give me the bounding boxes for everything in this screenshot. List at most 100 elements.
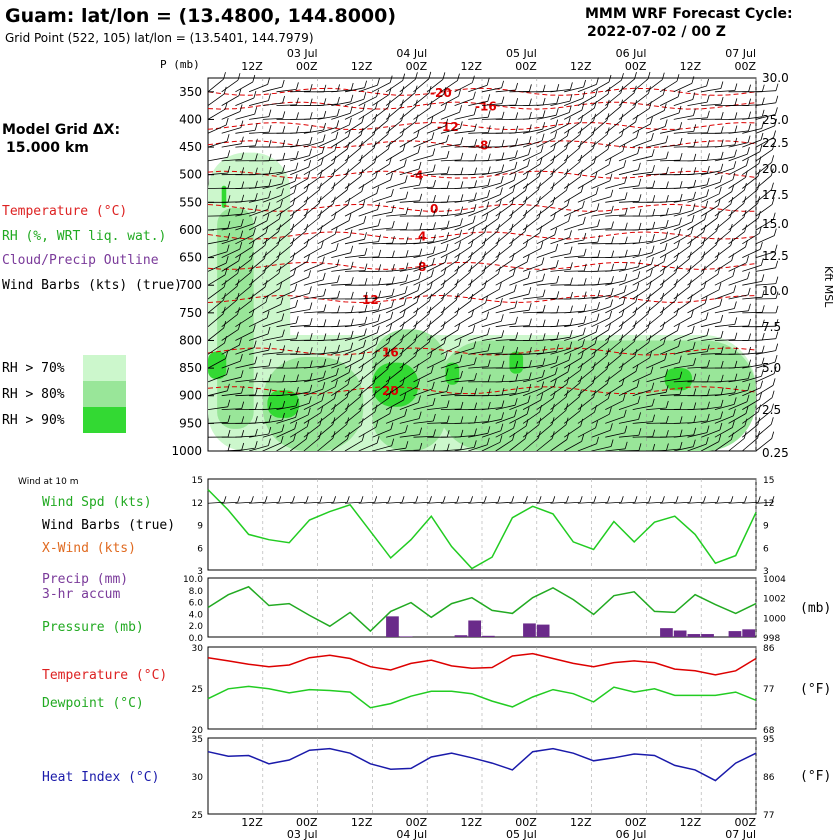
wind-barb-flag: [648, 335, 652, 343]
wind-barb: [372, 283, 393, 286]
wind-barb-flag: [720, 96, 724, 105]
wind-barb: [413, 264, 433, 272]
wind-barb-flag: [529, 347, 532, 355]
wind-barb: [385, 134, 403, 148]
wind-barb-flag: [292, 252, 296, 260]
surface-wind-barb-flag: [388, 496, 391, 503]
wind-barb: [618, 301, 636, 314]
wind-barb-flag: [309, 372, 313, 381]
legend-dewpoint: Dewpoint (°C): [42, 696, 144, 711]
wind-barb-flag: [460, 386, 464, 394]
wind-barb-flag: [474, 192, 477, 200]
wind-barb-flag: [350, 330, 354, 339]
wind-barb-flag: [280, 199, 283, 208]
wind-barb: [577, 396, 594, 410]
wind-barb-flag: [638, 222, 642, 231]
wind-barb: [673, 380, 694, 383]
wind-barb-flag: [718, 282, 722, 290]
wind-barb: [372, 429, 392, 438]
wind-barb-flag: [254, 204, 258, 213]
wind-barb-flag: [460, 206, 464, 214]
legend-cloud: Cloud/Precip Outline: [2, 253, 159, 268]
wind-barb-flag: [241, 194, 245, 202]
wind-barb-flag: [500, 187, 503, 195]
wind-barb: [262, 352, 283, 355]
wind-barb: [550, 383, 568, 397]
wind-barb-flag: [442, 321, 446, 329]
wind-barb: [399, 136, 418, 148]
wind-barb: [659, 235, 679, 245]
wind-barb: [563, 161, 580, 176]
wind-barb: [344, 110, 364, 120]
wind-barb: [276, 180, 296, 189]
wind-barb-flag: [309, 136, 313, 145]
wind-barb-flag: [775, 260, 779, 268]
wind-barb-flag: [652, 429, 656, 437]
wind-barb: [605, 354, 621, 369]
wind-barb-flag: [597, 250, 601, 258]
wind-barb-flag: [252, 74, 256, 83]
wind-barb-flag: [446, 208, 450, 216]
wind-barb-flag: [446, 443, 450, 451]
wind-barb-flag: [748, 84, 751, 92]
wind-barb-flag: [336, 108, 340, 117]
wind-barb: [728, 153, 748, 162]
wind-barb: [523, 117, 544, 120]
wind-barb: [755, 410, 772, 424]
wind-barb-flag: [691, 214, 695, 223]
wind-barb-flag: [611, 236, 614, 244]
wind-barb-flag: [542, 346, 546, 354]
wind-barb: [550, 112, 570, 120]
wind-barb-flag: [515, 125, 519, 134]
wind-barb: [358, 426, 377, 438]
wind-barb: [385, 304, 405, 314]
wind-barb-flag: [378, 264, 382, 272]
wind-barb-flag: [555, 243, 559, 252]
wind-barb-flag: [267, 326, 271, 335]
wind-barb-flag: [474, 180, 477, 188]
wind-barb-flag: [388, 141, 391, 150]
wind-barb: [413, 341, 430, 355]
wind-barb-flag: [720, 314, 724, 323]
wind-barb: [468, 208, 487, 217]
wind-barb-flag: [748, 111, 751, 119]
wind-barb-flag: [774, 244, 778, 252]
wind-barb-flag: [255, 180, 258, 188]
wind-barb: [481, 336, 502, 341]
surface-wind-barb: [262, 501, 279, 504]
wind-barb-flag: [734, 137, 738, 146]
wind-barb-flag: [707, 125, 710, 133]
surface-wind-barb: [536, 501, 553, 504]
wind-barb: [536, 385, 555, 397]
wind-barb: [303, 176, 321, 189]
wind-barb-flag: [760, 242, 763, 250]
wind-barb-flag: [319, 169, 323, 178]
wind-barb-flag: [581, 350, 584, 359]
wind-barb: [317, 189, 334, 203]
wind-barb-flag: [280, 297, 284, 305]
wind-barb: [344, 87, 365, 93]
wind-barb-flag: [514, 161, 518, 170]
wind-barb: [249, 349, 269, 355]
wind-barb: [207, 251, 228, 258]
wind-barb-flag: [431, 269, 434, 277]
wind-barb-flag: [323, 358, 327, 367]
wind-barb-flag: [487, 125, 491, 133]
wind-barb: [207, 358, 226, 369]
wind-barb: [563, 147, 580, 162]
wind-barb-flag: [432, 164, 436, 172]
panel-tick-label: 9: [197, 522, 203, 532]
wind-barb-flag: [226, 367, 229, 375]
temperature-line: [207, 652, 757, 676]
wind-barb-flag: [337, 344, 340, 353]
wind-barb: [386, 229, 407, 231]
wind-barb: [331, 252, 351, 258]
wind-barb-flag: [268, 93, 271, 101]
wind-barb: [303, 129, 324, 134]
wind-barb: [385, 106, 402, 120]
wind-barb: [440, 345, 460, 355]
wind-barb-flag: [308, 159, 312, 168]
heat-index-unit-label: (°F): [800, 769, 831, 784]
wind-barb: [755, 149, 773, 162]
wind-barb-flag: [693, 388, 697, 396]
